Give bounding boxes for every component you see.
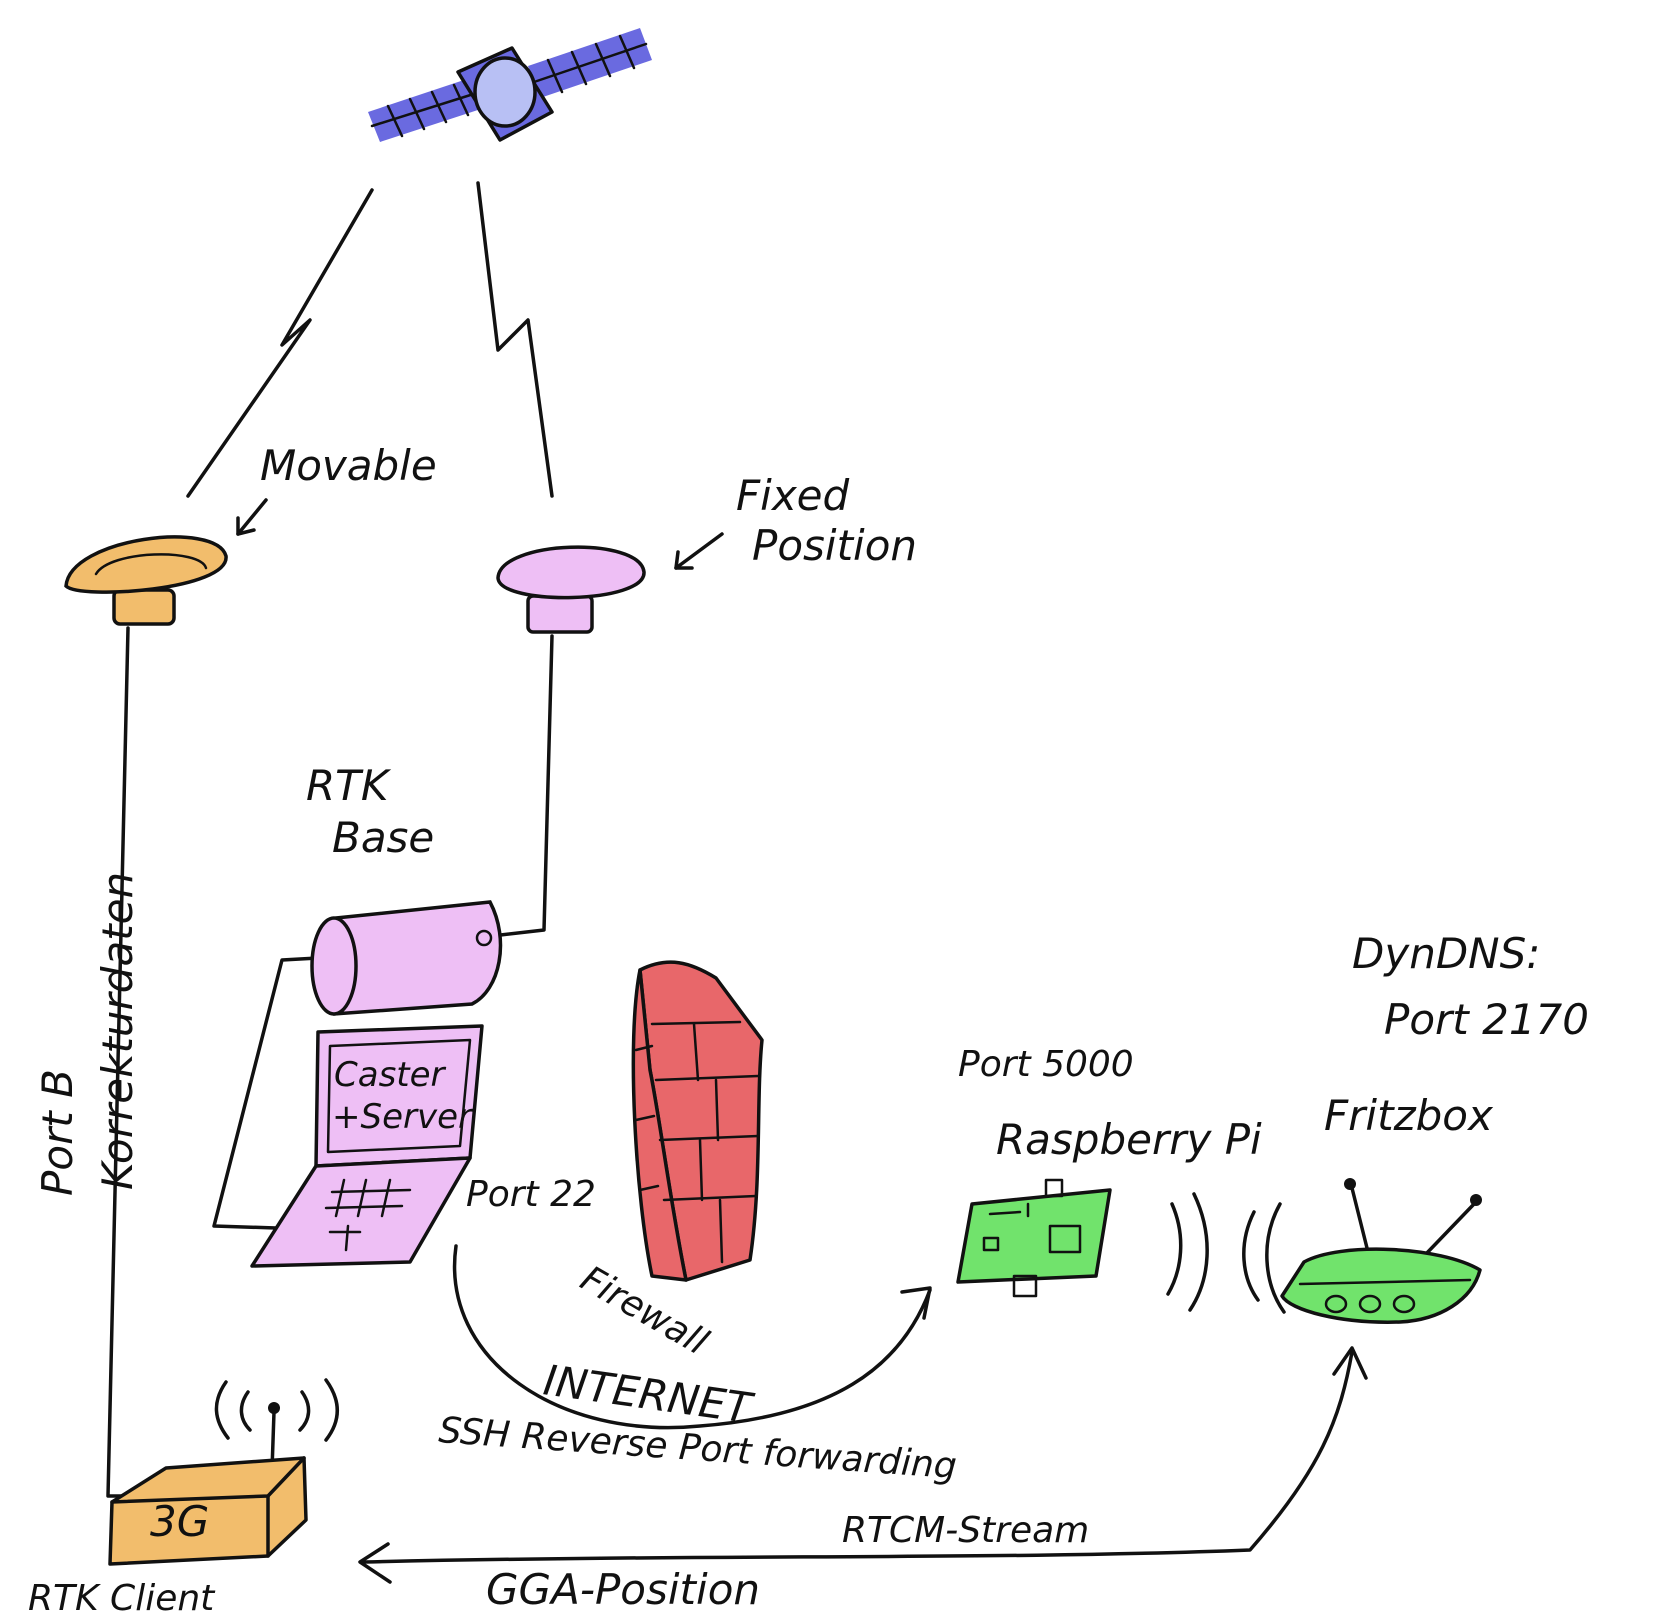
laptop-keyboard [250, 1156, 472, 1268]
raspberry-pi-icon [956, 1178, 1112, 1298]
movable-antenna-base [112, 588, 176, 626]
fritzbox-antenna-right [1422, 1202, 1476, 1258]
raspberry-pi-components [982, 1178, 1082, 1298]
movable-arrowhead [236, 516, 256, 536]
port22-label: Port 22 [466, 1174, 596, 1215]
caster-label-line1: Caster [334, 1055, 447, 1095]
laptop-screen-inner [326, 1038, 472, 1154]
fritzbox-icon [1280, 1178, 1482, 1324]
gnss-receiver-icon [310, 900, 503, 1016]
movable-antenna-dish [64, 535, 228, 594]
korrekturdaten-label: Korrekturdaten [93, 872, 142, 1190]
fixed-arrowhead [674, 550, 694, 570]
ssh-tunnel-arrowhead [900, 1286, 932, 1320]
wifi-3g-icon [214, 1378, 339, 1472]
fixed-label-line2: Position [752, 521, 917, 570]
satellite-panel-hatching [370, 34, 648, 138]
laptop-keys [324, 1178, 412, 1252]
fixed-label-line1: Fixed [736, 471, 850, 520]
fixed-arrow [674, 532, 724, 570]
caster-label-line2: +Server [332, 1097, 474, 1137]
gga-position-label: GGA-Position [486, 1565, 760, 1613]
client-3g-icon: 3G [108, 1456, 308, 1566]
movable-antenna-icon [64, 535, 228, 626]
fixed-antenna-icon [496, 545, 646, 634]
gnss-receiver-end [310, 916, 358, 1016]
fixed-antenna-base [526, 594, 594, 634]
cable-receiver-to-laptop [212, 956, 320, 1230]
fritzbox-label: Fritzbox [1324, 1091, 1494, 1140]
ssh-tunnel-arc [452, 1244, 932, 1430]
laptop-icon: Caster +Server [250, 1024, 484, 1268]
port5000-label: Port 5000 [958, 1044, 1134, 1085]
dyndns-label-line1: DynDNS: [1352, 929, 1540, 978]
movable-arrow [236, 498, 268, 536]
dyndns-label-line2: Port 2170 [1384, 995, 1589, 1044]
raspberry-label: Raspberry Pi [996, 1115, 1262, 1164]
radio-link-fixed [476, 181, 554, 498]
fritzbox-antenna-left-tip [1344, 1178, 1356, 1190]
fritzbox-antenna-right-tip [1470, 1194, 1482, 1206]
fritzbox-body [1280, 1247, 1482, 1324]
fritzbox-leds [1298, 1278, 1472, 1314]
cable-fixed-to-receiver [490, 634, 554, 938]
satellite-icon [368, 28, 652, 142]
gnss-receiver-port [475, 929, 493, 947]
rtcm-gga-stream-line [362, 1350, 1354, 1564]
satellite-dish [473, 56, 537, 128]
movable-label: Movable [260, 441, 437, 490]
rtk-base-label-line1: RTK [306, 761, 392, 810]
firewall-icon [631, 960, 764, 1282]
rtcm-stream-arrowhead [1332, 1346, 1368, 1380]
firewall-bricks [634, 1020, 760, 1264]
client-3g-label: 3G [150, 1497, 209, 1546]
fritzbox-antenna-left [1350, 1186, 1370, 1254]
wifi-waves-icon [1166, 1192, 1286, 1314]
rtk-base-label-line2: Base [332, 813, 434, 862]
radio-link-movable [186, 188, 374, 498]
rtk-client-label: RTK Client [28, 1578, 216, 1613]
fixed-antenna-dish [496, 545, 646, 600]
raspberry-pi-board [956, 1188, 1112, 1284]
rtcm-stream-label: RTCM-Stream [842, 1510, 1089, 1551]
movable-antenna-inner [94, 553, 208, 576]
gga-position-arrowhead [358, 1542, 392, 1584]
port-b-label: Port B [33, 1069, 82, 1196]
